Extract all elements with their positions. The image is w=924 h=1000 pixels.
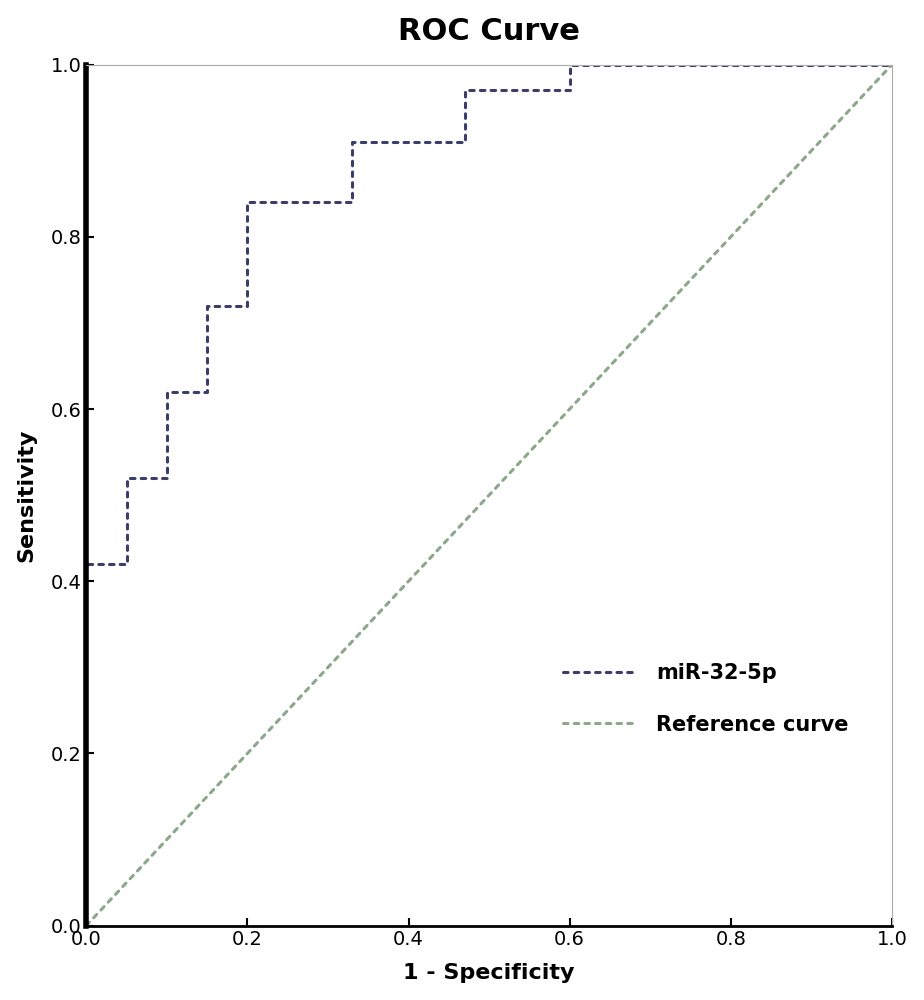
Y-axis label: Sensitivity: Sensitivity	[17, 428, 37, 562]
Title: ROC Curve: ROC Curve	[398, 17, 580, 46]
X-axis label: 1 - Specificity: 1 - Specificity	[404, 963, 575, 983]
Legend: miR-32-5p, Reference curve: miR-32-5p, Reference curve	[554, 655, 857, 743]
